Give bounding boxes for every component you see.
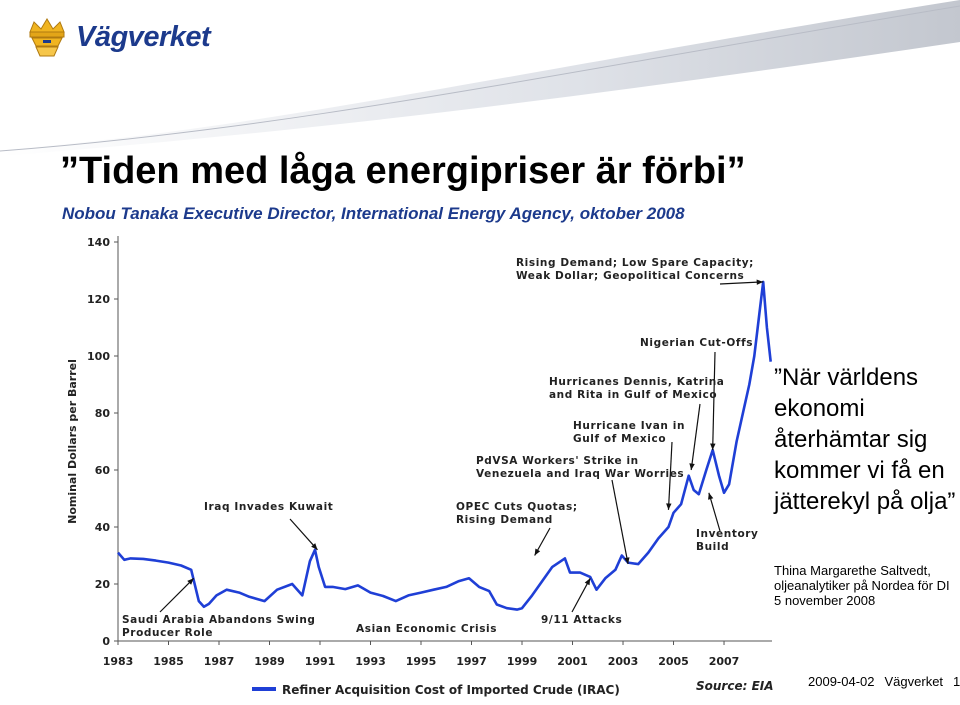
y-tick-label: 0 — [102, 635, 110, 648]
annotation-label: Hurricanes Dennis, Katrina and Rita in Gu… — [549, 376, 725, 401]
arrow-head — [534, 548, 541, 556]
annotation-label: Nigerian Cut-Offs — [640, 337, 753, 349]
footer-page: 10 — [953, 674, 960, 689]
x-tick-label: 1997 — [456, 655, 487, 668]
vagverket-logo[interactable]: Vägverket — [24, 14, 211, 60]
y-tick-label: 60 — [95, 464, 111, 477]
y-tick-label: 140 — [87, 236, 110, 249]
annotation-arrow — [667, 441, 673, 510]
footer-org: Vägverket — [884, 674, 944, 689]
x-tick-label: 1993 — [355, 655, 386, 668]
quote-text: ”När världens ekonomi återhämtar sig kom… — [774, 364, 956, 515]
arrow-head — [666, 503, 672, 510]
annotation-label: Iraq Invades Kuwait — [204, 501, 333, 513]
annotation-arrow — [611, 479, 629, 565]
annotation-label: Asian Economic Crisis — [356, 623, 497, 635]
x-tick-label: 2005 — [658, 655, 689, 668]
y-tick-label: 120 — [87, 293, 110, 306]
x-tick-label: 1983 — [103, 655, 134, 668]
annotation-label: PdVSA Workers' Strike in Venezuela and Ir… — [476, 455, 684, 480]
y-axis-label: Nominal Dollars per Barrel — [66, 359, 79, 524]
annotation-arrow — [690, 403, 701, 471]
x-tick-label: 1987 — [204, 655, 235, 668]
x-tick-label: 2003 — [608, 655, 639, 668]
series-line — [117, 280, 772, 611]
quote-attribution: Thina Margarethe Saltvedt, oljeanalytike… — [774, 563, 950, 608]
annotation-label: OPEC Cuts Quotas; Rising Demand — [456, 501, 578, 526]
arrow-head — [689, 463, 695, 470]
annotation-label: Hurricane Ivan in Gulf of Mexico — [573, 420, 685, 445]
page-subtitle: Nobou Tanaka Executive Director, Interna… — [62, 204, 685, 223]
annotation-arrow — [159, 577, 195, 613]
arrow-head — [584, 578, 591, 586]
y-tick-label: 80 — [95, 407, 111, 420]
y-tick-label: 100 — [87, 350, 110, 363]
annotation-label: Saudi Arabia Abandons Swing Producer Role — [122, 614, 316, 639]
legend-label: Refiner Acquisition Cost of Imported Cru… — [282, 683, 620, 697]
crown-shield-icon — [29, 18, 65, 57]
page-title: ”Tiden med låga energipriser är förbi” — [60, 150, 746, 192]
footer-date: 2009-04-02 — [808, 674, 875, 689]
y-tick-label: 20 — [95, 578, 111, 591]
annotation-arrow — [719, 281, 764, 285]
annotation-arrow — [708, 492, 721, 532]
arrow-head — [710, 443, 716, 451]
slide-footer: 2009-04-02 Vägverket 10 — [808, 674, 960, 689]
arrow-head — [756, 279, 764, 285]
annotation-label: Inventory Build — [696, 528, 758, 553]
x-tick-label: 1991 — [305, 655, 336, 668]
x-tick-label: 2001 — [557, 655, 588, 668]
chart-svg: 0 20 40 60 80 100 120 140 1983 1985 1987 1989 1991 19… — [66, 236, 774, 697]
annotation-arrow — [712, 351, 716, 451]
annotation-arrow — [289, 518, 318, 551]
source-label: Source: EIA — [696, 679, 774, 693]
header-swoosh — [0, 0, 960, 156]
annotation-label: 9/11 Attacks — [541, 614, 622, 626]
x-tick-label: 1995 — [406, 655, 437, 668]
arrow-head — [311, 543, 318, 550]
x-tick-label: 1985 — [153, 655, 184, 668]
header-band — [0, 0, 960, 160]
x-tick-label: 2007 — [709, 655, 740, 668]
x-tick-label: 1989 — [254, 655, 285, 668]
oil-price-chart: 0 20 40 60 80 100 120 140 1983 1985 1987 1989 1991 19… — [60, 228, 780, 700]
arrow-head — [624, 557, 630, 565]
arrow-head — [708, 492, 714, 500]
annotation-label: Rising Demand; Low Spare Capacity; Weak D… — [516, 257, 754, 282]
logo-text: Vägverket — [76, 20, 211, 53]
arrow-head — [187, 578, 194, 585]
y-tick-label: 40 — [95, 521, 111, 534]
x-tick-label: 1999 — [507, 655, 538, 668]
